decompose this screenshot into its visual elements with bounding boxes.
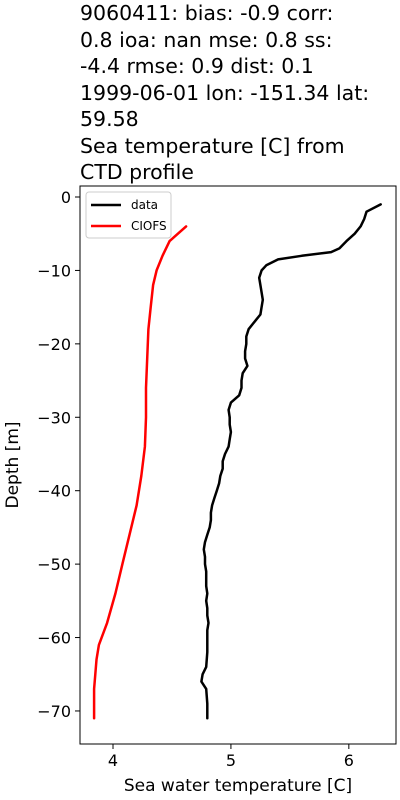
title-line: CTD profile — [80, 160, 194, 184]
y-tick-label: −10 — [37, 261, 71, 280]
y-tick-label: −60 — [37, 629, 71, 648]
y-axis-label: Depth [m] — [3, 421, 23, 508]
title-line: 9060411: bias: -0.9 corr: — [80, 1, 334, 25]
legend-label-ciofs: CIOFS — [131, 219, 167, 233]
title-line: 59.58 — [80, 107, 139, 131]
y-tick-label: −40 — [37, 482, 71, 501]
title-line: Sea temperature [C] from — [80, 133, 345, 158]
title-line: -4.4 rmse: 0.9 dist: 0.1 — [80, 54, 314, 78]
y-tick-label: −70 — [37, 702, 71, 721]
x-axis-ticks: 4 5 6 — [108, 744, 354, 770]
series-line-data — [200, 203, 382, 720]
title-line: 1999-06-01 lon: -151.34 lat: — [80, 80, 370, 105]
legend: data CIOFS — [85, 191, 172, 239]
series-line-ciofs — [92, 225, 188, 720]
y-axis-ticks: 0 −10 −20 −30 −40 −50 −60 −70 — [37, 188, 80, 721]
y-tick-label: −50 — [37, 555, 71, 574]
x-axis-label: Sea water temperature [C] — [124, 776, 352, 796]
x-tick-label: 5 — [226, 751, 236, 770]
series-group — [92, 203, 382, 720]
y-tick-label: −20 — [37, 335, 71, 354]
x-tick-label: 6 — [344, 751, 354, 770]
x-tick-label: 4 — [108, 751, 118, 770]
legend-label-data: data — [131, 198, 158, 212]
chart-title: 9060411: bias: -0.9 corr: 0.8 ioa: nan m… — [80, 0, 396, 186]
y-tick-label: −30 — [37, 408, 71, 427]
title-line: 0.8 ioa: nan mse: 0.8 ss: — [80, 27, 333, 52]
y-tick-label: 0 — [61, 188, 71, 207]
plot-area-frame — [79, 185, 397, 745]
